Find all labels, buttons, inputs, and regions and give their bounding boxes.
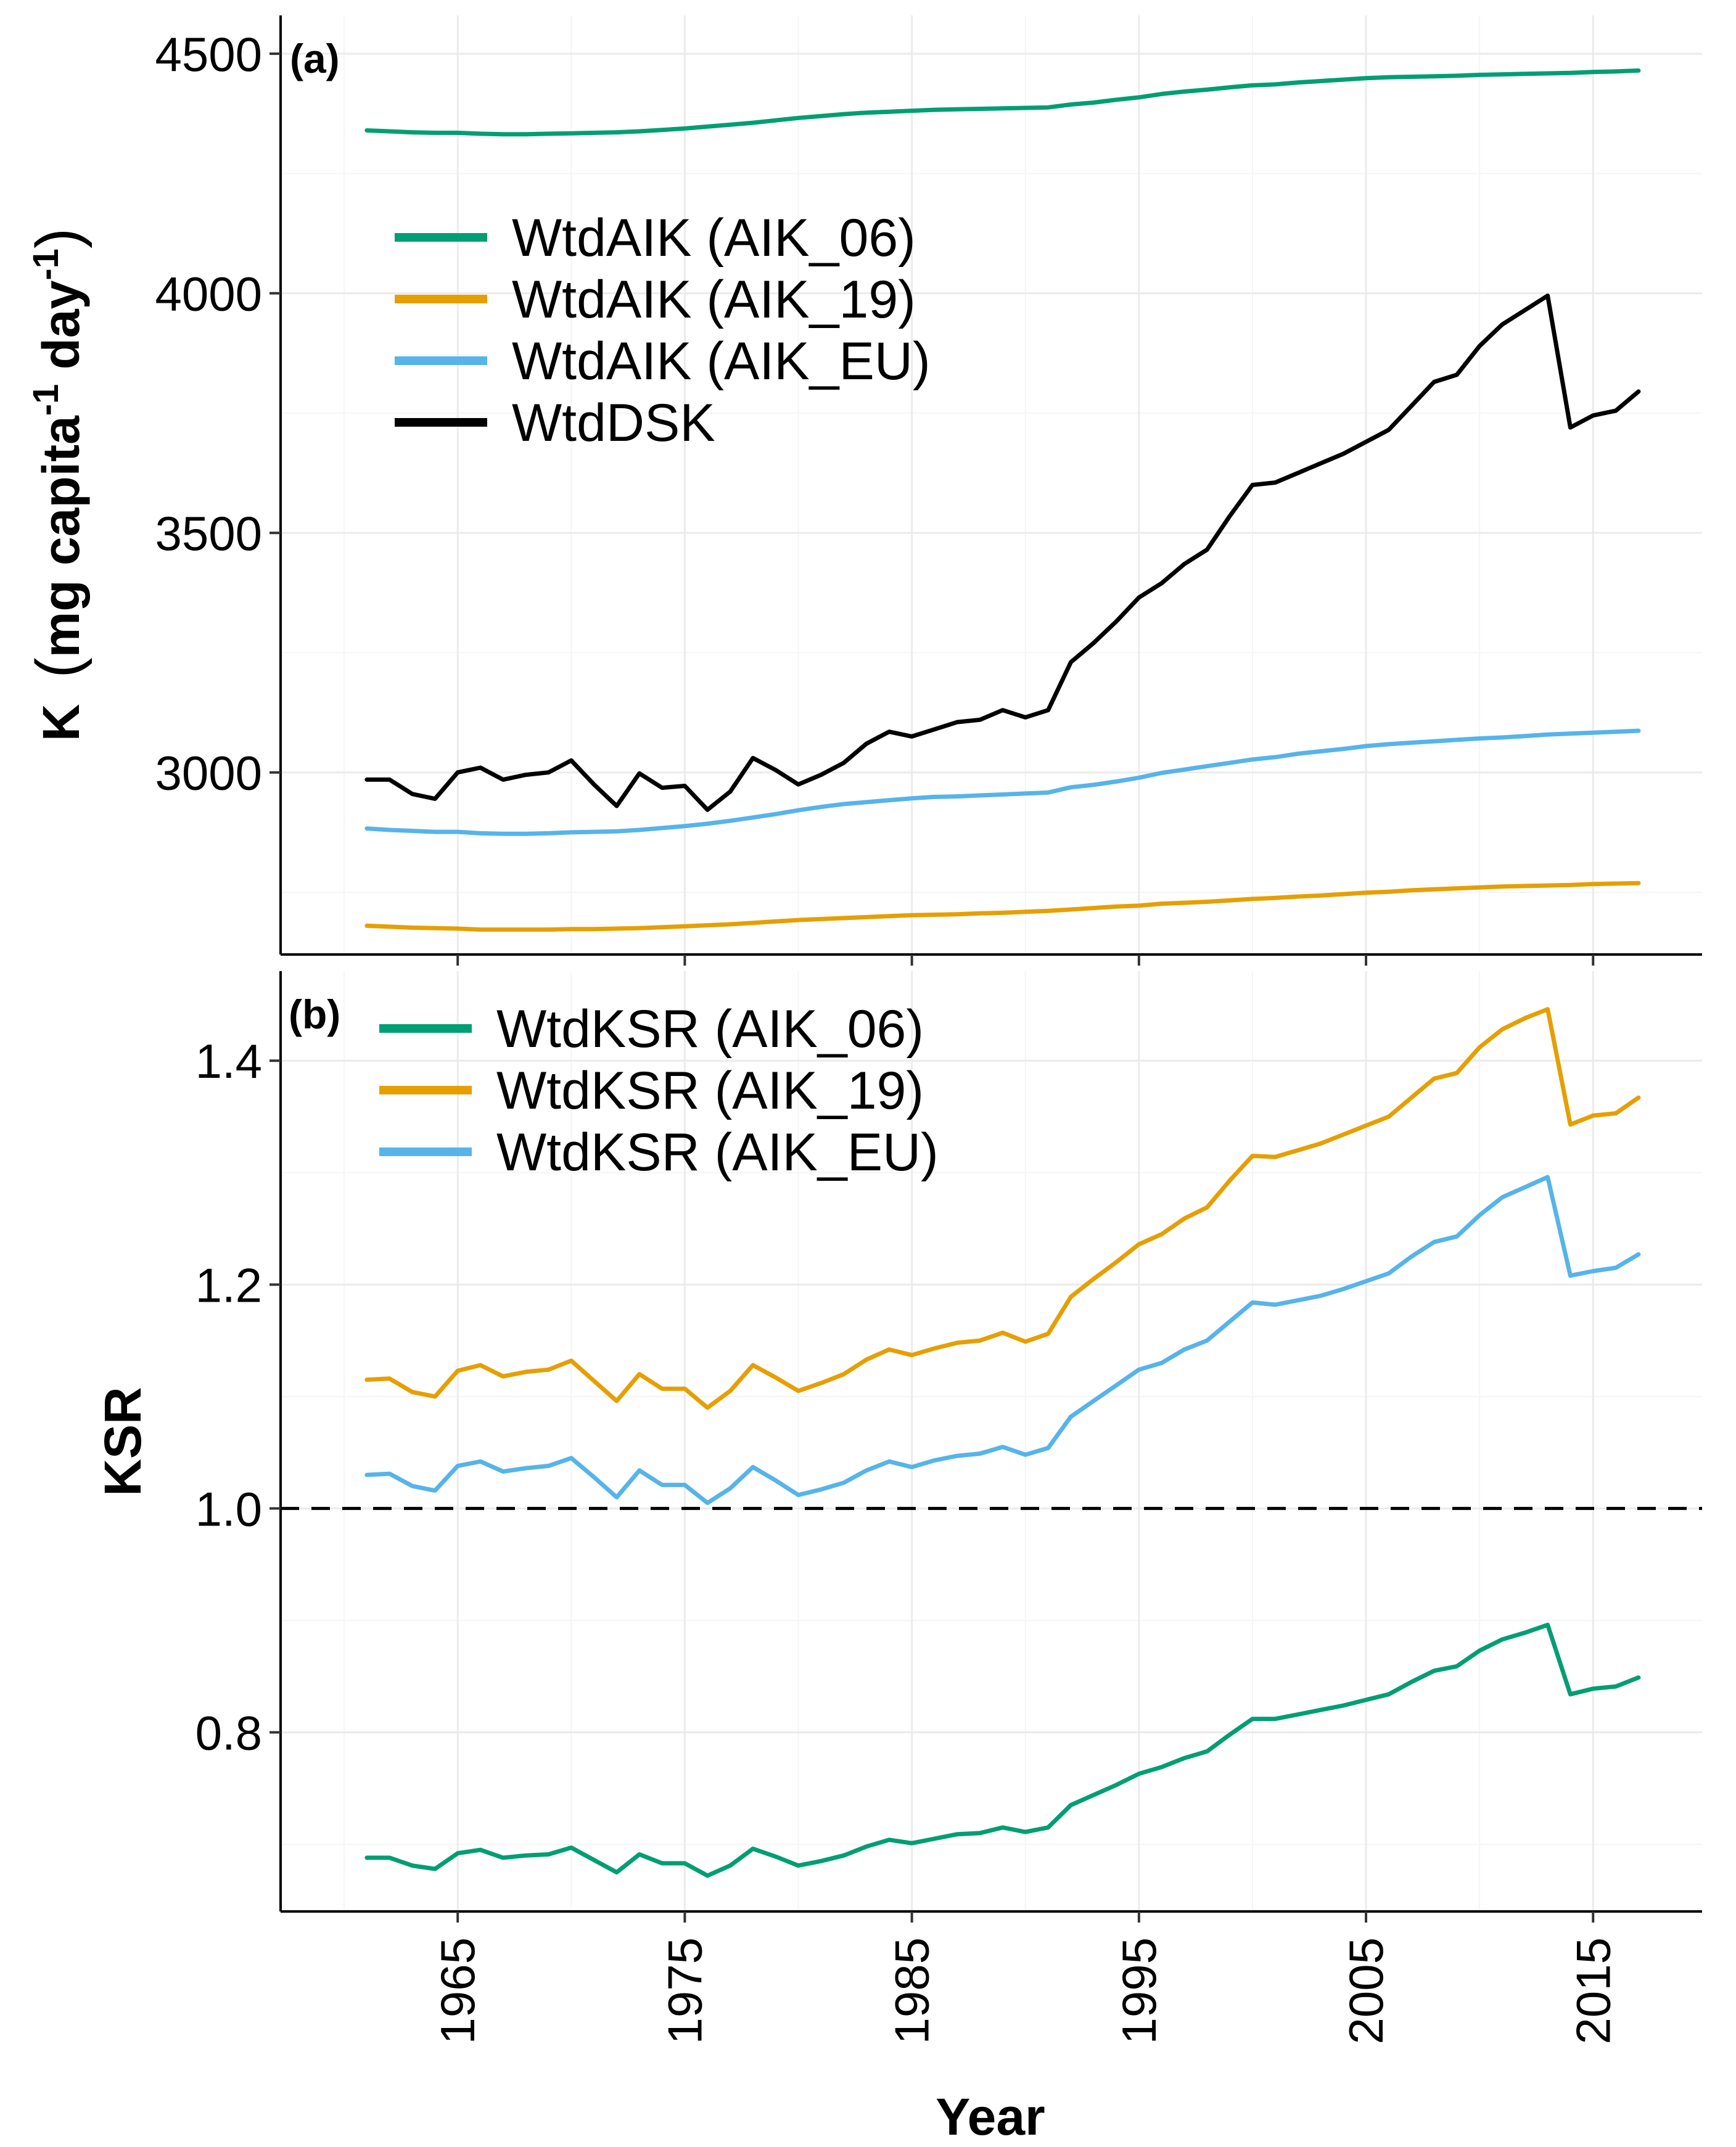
series-line-wtdaik-aik-06 — [364, 68, 1641, 137]
series-line-wtdksr-aik-06 — [364, 1622, 1641, 1878]
y-tick-label: 3500 — [155, 506, 262, 560]
x-tick-label: 2005 — [1339, 1937, 1393, 2045]
y-title-unit-2: day — [32, 280, 90, 384]
panel-b: 0.8 1.0 1.2 1.4 1965 1975 1985 1995 2005 2015 (b… — [94, 971, 1702, 2146]
panel-a-y-axis-title: K (mg capita-1 day-1) — [23, 228, 93, 741]
panel-a-grid — [281, 15, 1702, 954]
y-tick-label: 1.4 — [195, 1034, 262, 1088]
y-tick-label: 1.0 — [195, 1482, 262, 1536]
legend-label-wtdaik-aik-eu: WtdAIK (AIK_EU) — [512, 332, 931, 391]
series-line-wtddsk — [364, 294, 1641, 812]
series-line-wtdaik-aik-19 — [364, 881, 1641, 932]
legend-label-wtddsk: WtdDSK — [512, 393, 715, 453]
panel-b-series — [364, 1007, 1641, 1878]
legend-label-wtdksr-aik-19: WtdKSR (AIK_19) — [496, 1061, 924, 1120]
legend-label-wtdksr-aik-eu: WtdKSR (AIK_EU) — [496, 1123, 939, 1182]
legend-label-wtdksr-aik-06: WtdKSR (AIK_06) — [496, 1000, 924, 1059]
y-tick-label: 4000 — [155, 267, 262, 321]
legend-label-wtdaik-aik-06: WtdAIK (AIK_06) — [512, 208, 916, 268]
y-tick-label: 1.2 — [195, 1258, 262, 1312]
y-tick-label: 4500 — [155, 27, 262, 81]
panel-b-grid — [281, 971, 1702, 1911]
panel-b-x-ticks: 1965 1975 1985 1995 2005 2015 — [430, 1911, 1620, 2045]
x-tick-label: 2015 — [1566, 1937, 1620, 2045]
series-line-wtdaik-aik-eu — [364, 728, 1641, 836]
y-title-unit: mg capita — [32, 415, 90, 657]
x-tick-label: 1995 — [1112, 1937, 1166, 2045]
panel-b-y-axis-title: KSR — [94, 1387, 152, 1496]
y-title-symbol: K — [32, 704, 90, 742]
x-tick-label: 1985 — [885, 1937, 939, 2045]
panel-a-legend: WtdAIK (AIK_06)WtdAIK (AIK_19)WtdAIK (AI… — [395, 208, 931, 453]
legend-label-wtdaik-aik-19: WtdAIK (AIK_19) — [512, 270, 916, 329]
panel-b-legend: WtdKSR (AIK_06)WtdKSR (AIK_19)WtdKSR (AI… — [379, 1000, 939, 1182]
y-title-exp-1: -1 — [26, 384, 66, 416]
y-title-exp-2: -1 — [26, 248, 66, 281]
x-tick-label: 1975 — [657, 1937, 712, 2045]
series-line-wtdksr-aik-eu — [364, 1175, 1641, 1505]
panel-a-series — [364, 68, 1641, 932]
panel-a-y-ticks: 3000 3500 4000 4500 — [155, 27, 1595, 966]
series-line-wtdksr-aik-19 — [364, 1007, 1641, 1410]
panel-b-tag: (b) — [289, 991, 340, 1037]
panel-b-y-ticks: 0.8 1.0 1.2 1.4 — [195, 1034, 281, 1760]
y-tick-label: 0.8 — [195, 1706, 262, 1760]
y-tick-label: 3000 — [155, 746, 262, 800]
x-axis-title: Year — [936, 2088, 1045, 2146]
panel-a-tag: (a) — [290, 36, 340, 81]
x-tick-label: 1965 — [430, 1937, 485, 2045]
